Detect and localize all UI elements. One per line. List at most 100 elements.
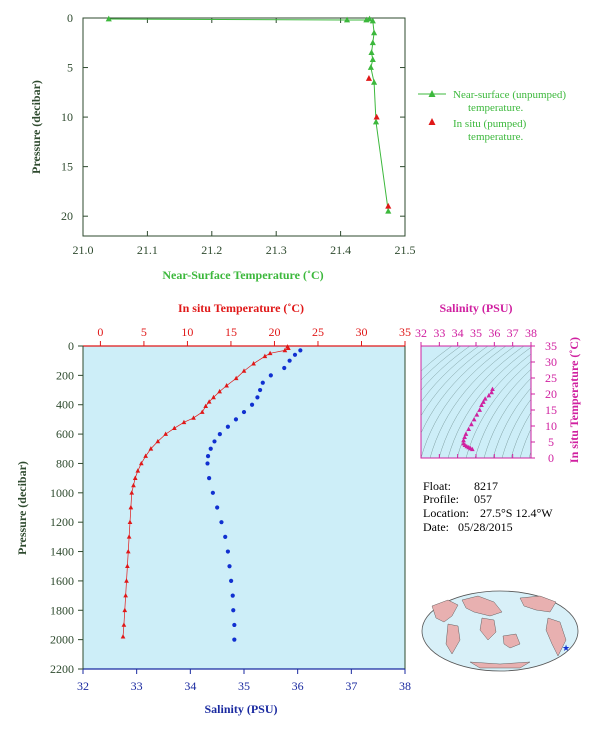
point-in-situ: [365, 75, 372, 81]
point-salinity: [232, 622, 237, 628]
density-contour: [421, 346, 480, 403]
point-temperature: [251, 361, 256, 366]
chart1-x-tick-label: 21.5: [395, 243, 416, 257]
chart2-temp-tick-label: 30: [355, 325, 367, 339]
chart2-y-tick-label: 400: [56, 398, 74, 412]
chart2-temp-tick-label: 10: [181, 325, 193, 339]
chart2-y-tick-label: 1000: [50, 486, 74, 500]
point-temperature: [224, 383, 229, 388]
point-ts: [469, 446, 475, 452]
chart2-top-axis-label: In situ Temperature (˚C): [178, 301, 304, 315]
chart2-y-tick-label: 1400: [50, 545, 74, 559]
point-salinity: [208, 446, 213, 451]
chart2-temp-tick-label: 20: [268, 325, 280, 339]
chart1-y-tick-label: 5: [67, 61, 73, 75]
chart2-bottom-axis-label: Salinity (PSU): [204, 702, 277, 716]
chart2-temp-tick-label: 5: [141, 325, 147, 339]
legend-marker-near-surface: [428, 90, 436, 97]
chart2-y-tick-label: 600: [56, 427, 74, 441]
chart3-y-ticks: 0 5 10 15 20 25 30 35: [531, 339, 557, 465]
chart2-profile: 0 5 10 15 20 25 30 35 32 33 34 35 36 37 38 0 200 400 600…: [15, 301, 411, 716]
point-near-surface: [367, 64, 374, 70]
density-contour: [421, 346, 453, 372]
point-salinity: [231, 608, 236, 613]
chart2-salinity-tick-label: 36: [292, 679, 304, 693]
chart3-y-tick-label: 35: [545, 339, 557, 353]
legend-label-near-surface-2: temperature.: [468, 102, 524, 114]
density-contour: [528, 450, 531, 458]
point-salinity: [260, 380, 265, 385]
density-contour: [483, 377, 531, 458]
point-near-surface: [369, 39, 376, 46]
point-temperature: [163, 431, 169, 436]
point-ts: [480, 399, 486, 404]
point-in-situ: [373, 113, 380, 120]
chart2-y-tick-label: 1800: [50, 603, 74, 617]
chart3-y-tick-label: 25: [545, 371, 557, 385]
chart1-x-tick-label: 21.0: [73, 243, 94, 257]
point-temperature: [211, 394, 216, 400]
legend-marker-in-situ: [428, 118, 436, 125]
point-salinity: [287, 358, 292, 363]
point-salinity: [223, 534, 228, 539]
chart3-x-tick-label: 35: [470, 326, 482, 340]
point-temperature: [127, 519, 133, 525]
point-ts: [486, 393, 492, 398]
point-ts: [479, 402, 484, 408]
point-salinity: [298, 348, 303, 353]
point-temperature: [132, 475, 138, 480]
point-salinity: [210, 490, 215, 495]
chart3-series: [461, 386, 495, 452]
point-temperature: [121, 622, 127, 627]
point-temperature: [267, 350, 273, 356]
density-contour: [510, 412, 531, 458]
density-contour: [421, 346, 489, 417]
profile-value: 057: [474, 492, 492, 506]
chart1-x-tick-label: 21.2: [201, 243, 222, 257]
chart3-y-axis-label: In situ Temperature (˚C): [567, 337, 581, 463]
point-near-surface: [105, 15, 112, 22]
float-info: Float: 8217 Profile: 057 Location: 27.5°…: [423, 479, 553, 534]
chart2-series: [120, 344, 303, 642]
point-salinity: [232, 637, 237, 642]
chart2-temp-ticks: 0 5 10 15 20 25 30 35: [97, 325, 411, 346]
point-salinity: [207, 476, 212, 481]
chart2-temp-tick-label: 0: [97, 325, 103, 339]
chart1-y-tick-label: 20: [61, 209, 73, 223]
point-near-surface: [368, 49, 375, 56]
point-temperature: [125, 563, 130, 569]
density-contour: [447, 347, 531, 458]
point-ts: [489, 389, 494, 395]
chart3-y-tick-label: 30: [545, 355, 557, 369]
point-salinity: [217, 431, 222, 437]
point-salinity: [225, 549, 230, 554]
point-ts: [462, 434, 467, 440]
point-temperature: [128, 504, 134, 510]
point-salinity: [229, 578, 234, 584]
point-salinity: [225, 424, 230, 429]
chart2-salinity-tick-label: 33: [131, 679, 143, 693]
chart2-y-ticks: 0 200 400 600 800 1000 1200 1400 1600 1800 2000 220…: [50, 339, 83, 676]
point-temperature: [203, 403, 209, 409]
chart2-y-tick-label: 800: [56, 456, 74, 470]
point-near-surface: [371, 29, 378, 36]
point-near-surface: [369, 17, 376, 24]
point-temperature: [206, 399, 212, 404]
point-near-surface: [385, 207, 392, 214]
point-salinity: [227, 564, 232, 569]
point-salinity: [282, 365, 287, 371]
point-salinity: [255, 395, 260, 400]
point-temperature: [282, 347, 288, 353]
chart2-salinity-tick-label: 34: [184, 679, 196, 693]
point-temperature: [120, 634, 126, 639]
chart3-y-tick-label: 0: [548, 451, 554, 465]
point-temperature: [233, 375, 239, 381]
point-salinity: [212, 439, 217, 444]
chart1-y-tick-label: 15: [61, 160, 73, 174]
chart1-x-tick-label: 21.1: [137, 243, 158, 257]
chart1-legend: Near-surface (unpumped) temperature. In …: [418, 89, 566, 143]
chart3-x-tick-label: 38: [525, 326, 537, 340]
date-label: Date:: [423, 520, 449, 534]
point-temperature: [172, 425, 177, 431]
